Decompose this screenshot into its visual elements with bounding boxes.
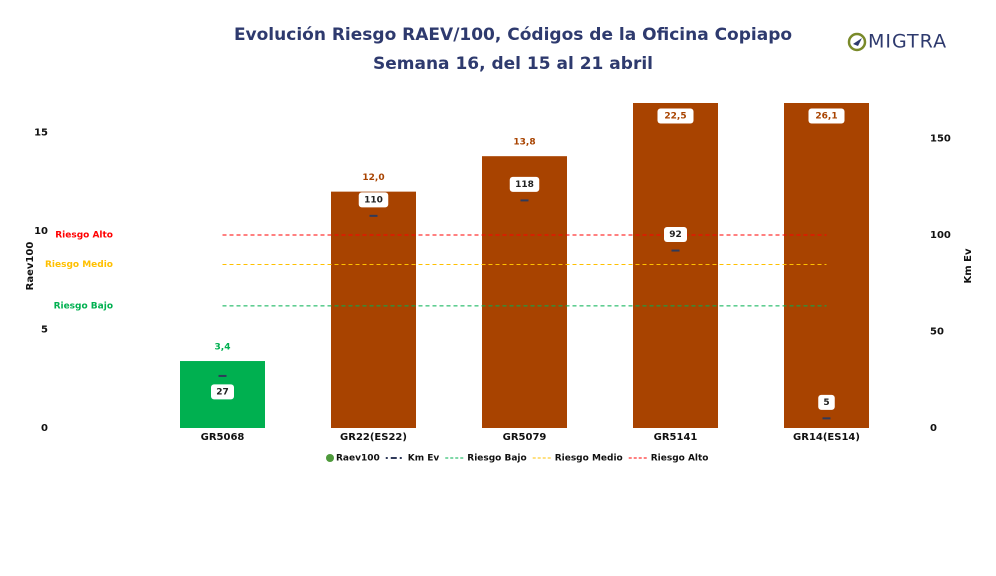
logo-text: MIGTRA	[868, 31, 947, 53]
km-value-label: 5	[823, 398, 829, 408]
chart-title: Evolución Riesgo RAEV/100, Códigos de la…	[234, 25, 792, 45]
legend-label: Riesgo Medio	[555, 454, 623, 464]
bar-value-label: 26,1	[815, 112, 837, 122]
bar-value-label: 13,8	[513, 138, 535, 148]
km-value-box	[211, 384, 234, 400]
km-value-box	[509, 176, 540, 192]
km-value-label: 118	[515, 180, 534, 190]
x-tick-label: GR22(ES22)	[340, 432, 407, 443]
km-value-group: 5	[818, 394, 835, 410]
bar	[784, 103, 869, 428]
x-tick-label: GR14(ES14)	[793, 432, 860, 443]
y2-tick-label: 100	[930, 230, 951, 241]
y-tick-label: 5	[41, 325, 48, 336]
km-value-label: 92	[669, 230, 682, 240]
plot-area	[180, 103, 869, 429]
logo-icon	[853, 38, 862, 46]
bar-value-box	[657, 108, 694, 124]
bar	[633, 103, 718, 429]
reference-label: Riesgo Alto	[55, 230, 113, 240]
bar	[331, 191, 416, 428]
chart-subtitle: Semana 16, del 15 al 21 abril	[373, 54, 653, 74]
km-value-box	[664, 227, 687, 243]
km-value-box	[818, 394, 835, 410]
legend-symbol	[326, 454, 334, 462]
bar-value-group: 26,1	[808, 108, 845, 124]
bar-value-label: 12,0	[362, 173, 384, 183]
logo-icon	[847, 32, 867, 52]
bar-value-group: 22,5	[657, 108, 694, 124]
x-tick-label: GR5141	[654, 432, 698, 443]
km-value-box	[358, 192, 389, 208]
y2-axis-label: Km Ev	[963, 248, 974, 283]
km-value-label: 110	[364, 195, 383, 205]
legend: Raev100 Km Ev Riesgo Bajo Riesgo Medio Riesg…	[326, 454, 709, 464]
legend-label: Km Ev	[408, 454, 440, 464]
km-value-group: 110	[358, 192, 389, 208]
y-tick-label: 15	[34, 128, 48, 139]
km-value-group: 92	[664, 227, 687, 243]
bar	[482, 156, 567, 428]
y-tick-label: 0	[41, 423, 48, 434]
y2-tick-label: 0	[930, 423, 937, 434]
y-tick-label: 10	[34, 226, 48, 237]
y-axis-label: Raev100	[25, 242, 36, 291]
bar-value-label: 3,4	[215, 343, 231, 353]
y2-tick-label: 150	[930, 134, 951, 145]
legend-label: Raev100	[336, 454, 380, 464]
reference-label: Riesgo Medio	[45, 260, 113, 270]
logo: MIGTRA	[847, 31, 947, 53]
legend-label: Riesgo Bajo	[467, 454, 526, 464]
y2-tick-label: 50	[930, 327, 944, 338]
legend-label: Riesgo Alto	[651, 454, 709, 464]
x-tick-label: GR5079	[503, 432, 547, 443]
km-value-group: 118	[509, 176, 540, 192]
km-value-label: 27	[216, 387, 229, 397]
bar-value-label: 22,5	[664, 112, 686, 122]
km-value-group: 27	[211, 384, 234, 400]
x-tick-label: GR5068	[201, 432, 245, 443]
bar-value-box	[808, 108, 845, 124]
reference-label: Riesgo Bajo	[54, 301, 113, 311]
